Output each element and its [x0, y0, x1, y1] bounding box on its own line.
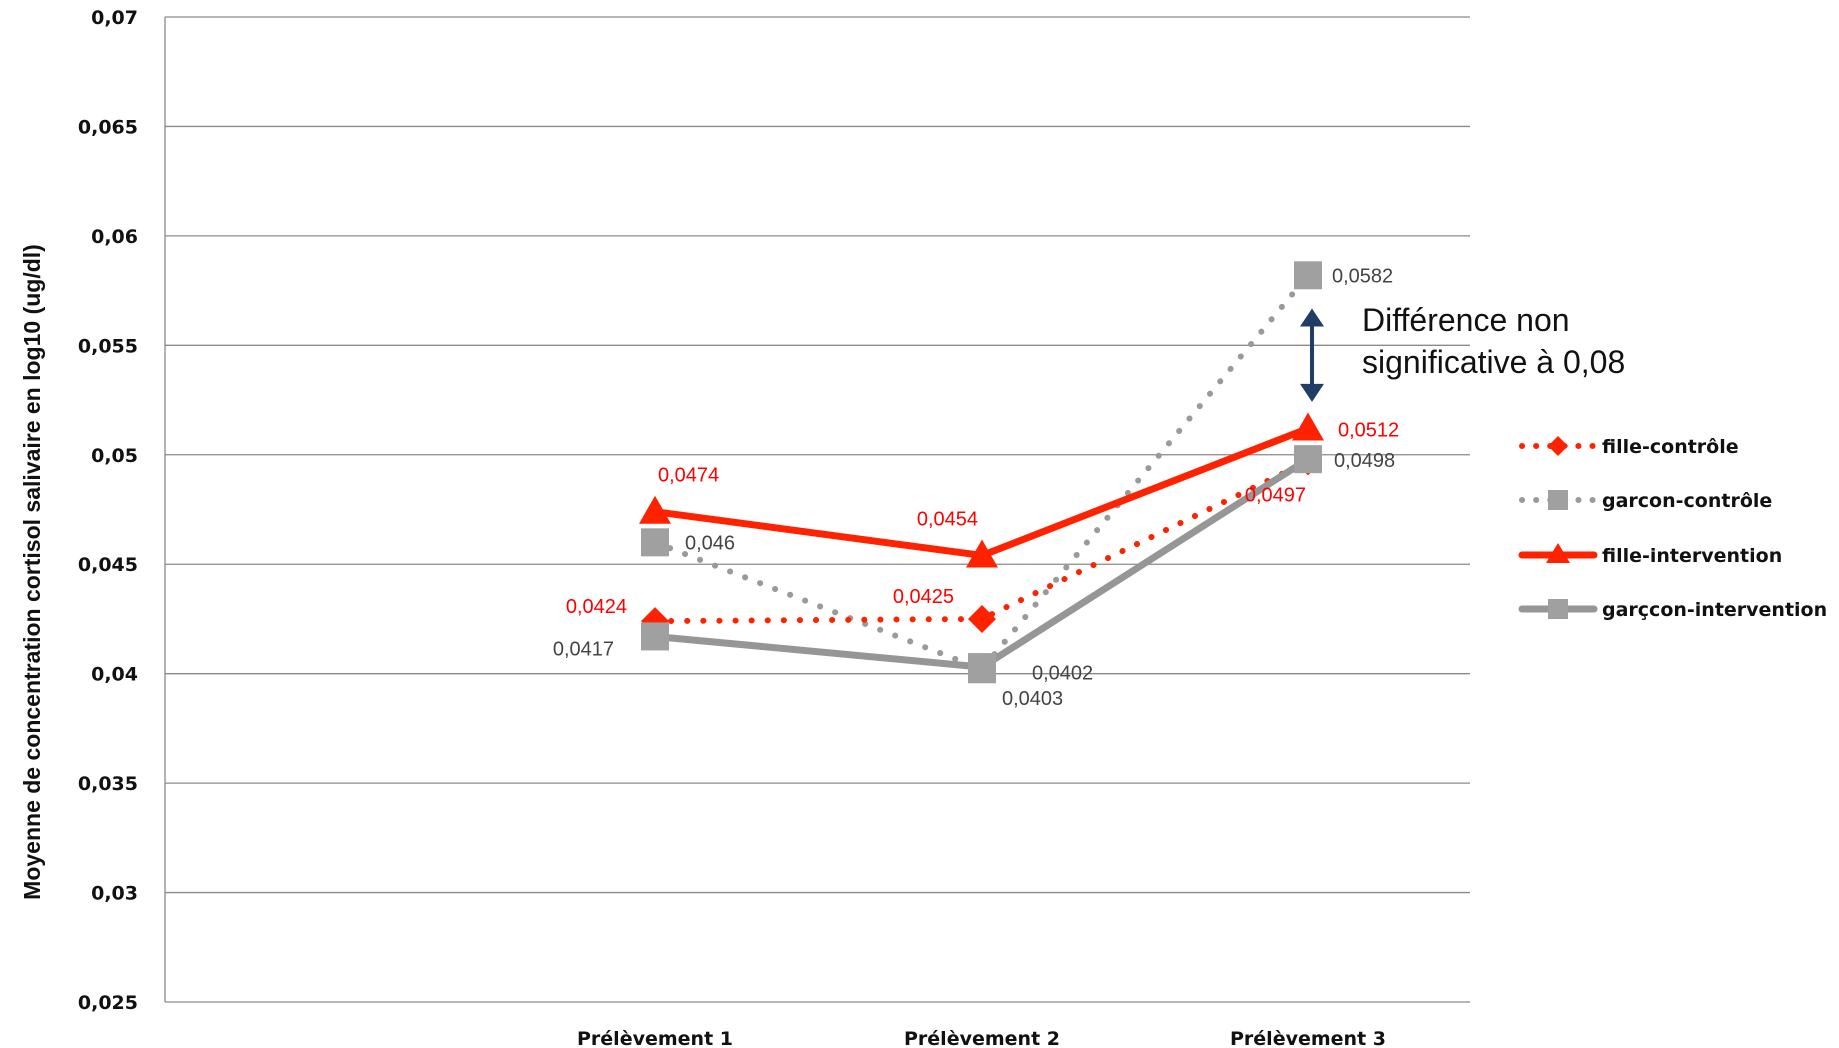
data-label: 0,0512 — [1338, 420, 1399, 442]
annotation: Différence non significative à 0,08 — [1300, 302, 1625, 402]
data-label: 0,0424 — [566, 596, 627, 618]
y-tick-label: 0,03 — [91, 883, 138, 905]
legend-label: fille-contrôle — [1602, 436, 1739, 458]
square-marker — [1294, 261, 1322, 290]
series-group — [639, 261, 1324, 684]
square-marker — [641, 622, 669, 651]
arrow-head-up — [1300, 308, 1324, 327]
annotation-line-2: significative à 0,08 — [1362, 344, 1625, 380]
triangle-marker — [1546, 543, 1570, 563]
y-tick-label: 0,045 — [78, 554, 138, 576]
diamond-marker — [968, 604, 996, 633]
annotation-line-1: Différence non — [1362, 302, 1570, 338]
square-marker — [641, 528, 669, 557]
square-marker — [1294, 445, 1322, 474]
data-label: 0,0454 — [917, 508, 978, 530]
square-marker — [1548, 490, 1568, 510]
triangle-marker — [1292, 412, 1324, 441]
legend-label: garçcon-intervention — [1602, 599, 1827, 621]
y-axis-label: Moyenne de concentration cortisol saliva… — [19, 244, 45, 900]
x-category-label: Prélèvement 2 — [904, 1028, 1060, 1048]
x-category-label: Prélèvement 1 — [577, 1028, 733, 1048]
y-tick-label: 0,055 — [78, 335, 138, 357]
legend-label: fille-intervention — [1602, 545, 1782, 567]
data-label: 0,046 — [685, 532, 735, 554]
legend-label: garcon-contrôle — [1602, 490, 1772, 512]
x-category-label: Prélèvement 3 — [1230, 1028, 1386, 1048]
y-tick-label: 0,065 — [78, 116, 138, 138]
data-label: 0,0402 — [1032, 662, 1093, 684]
y-tick-label: 0,04 — [91, 664, 138, 686]
y-tick-label: 0,06 — [91, 226, 138, 248]
square-marker — [1548, 599, 1568, 619]
series-line — [652, 272, 1311, 673]
arrow-head-down — [1300, 383, 1324, 402]
series-line — [651, 425, 1312, 559]
y-tick-label: 0,025 — [78, 992, 138, 1014]
square-marker — [968, 653, 996, 682]
y-tick-label: 0,07 — [91, 7, 138, 29]
gridlines — [164, 16, 1470, 1003]
triangle-marker — [966, 539, 998, 568]
data-labels: 0,0424 0,0425 0,0497 0,046 0,0402 0,0582 0,047… — [553, 265, 1399, 710]
data-label: 0,0497 — [1245, 484, 1306, 506]
data-label: 0,0582 — [1332, 265, 1393, 287]
diamond-marker — [1548, 436, 1568, 456]
data-label: 0,0498 — [1334, 450, 1395, 472]
data-label: 0,0417 — [553, 638, 614, 660]
data-label: 0,0425 — [893, 586, 954, 608]
y-tick-label: 0,05 — [91, 445, 138, 467]
triangle-marker — [639, 495, 671, 524]
data-label: 0,0474 — [658, 465, 719, 487]
y-axis-ticks: 0,025 0,03 0,035 0,04 0,045 0,05 0,055 0,06 0,06… — [78, 7, 138, 1014]
legend: fille-contrôle garcon-contrôle fille-inter… — [1518, 436, 1827, 621]
y-tick-label: 0,035 — [78, 773, 138, 795]
x-axis-categories: Prélèvement 1 Prélèvement 2 Prélèvement 3 — [577, 1028, 1386, 1048]
data-label: 0,0403 — [1002, 688, 1063, 710]
